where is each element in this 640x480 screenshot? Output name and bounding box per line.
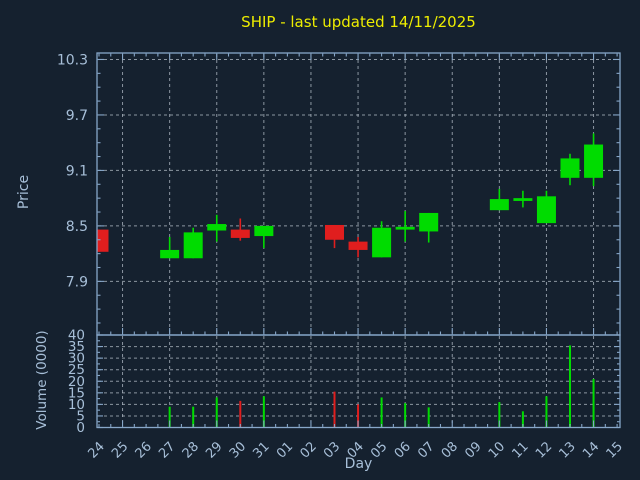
volume-axis-title: Volume (0000) <box>34 330 50 430</box>
volume-bar <box>404 403 407 428</box>
volume-bar <box>427 407 430 428</box>
candle-body <box>536 196 556 224</box>
price-tick-label: 7.9 <box>66 274 88 290</box>
volume-tick-label: 0 <box>76 420 85 436</box>
chart-title: SHIP - last updated 14/11/2025 <box>241 13 476 31</box>
candle-body <box>97 229 109 252</box>
volume-tick-label: 20 <box>68 374 85 390</box>
candle-body <box>254 225 274 237</box>
candle-body <box>348 241 368 250</box>
volume-tick-label: 25 <box>68 362 85 378</box>
candle-body <box>584 144 604 178</box>
volume-bar <box>592 378 595 428</box>
candle-series <box>97 133 604 259</box>
volume-bar <box>521 411 524 428</box>
volume-bar <box>333 391 336 428</box>
candle-body <box>560 158 580 178</box>
volume-bar <box>569 345 571 428</box>
price-tick-label: 9.1 <box>66 163 88 179</box>
price-tick-label: 9.7 <box>66 108 88 124</box>
volume-bar <box>168 406 171 428</box>
candle-body <box>325 224 344 240</box>
volume-tick-label: 35 <box>68 339 85 355</box>
candle-body <box>183 232 203 259</box>
candle-body <box>207 224 227 231</box>
volume-panel-border <box>96 334 621 429</box>
price-tick-label: 10.3 <box>57 52 88 68</box>
volume-tick-label: 10 <box>68 397 85 413</box>
candle-body <box>419 212 439 232</box>
volume-tick-label: 40 <box>68 328 85 344</box>
volume-bar <box>545 396 548 428</box>
volume-tick-label: 5 <box>76 408 85 424</box>
volume-bar <box>498 402 501 428</box>
x-axis-title: Day <box>344 456 373 472</box>
volume-bar <box>357 404 360 428</box>
volume-bar <box>239 400 242 428</box>
candle-body <box>513 198 533 201</box>
price-axis-title: Price <box>16 174 32 210</box>
candle-body <box>489 199 509 211</box>
volume-bar <box>380 397 383 428</box>
volume-bar <box>215 397 218 428</box>
candle-body <box>395 226 415 230</box>
price-tick-label: 8.5 <box>66 219 88 235</box>
candle-body <box>372 227 392 258</box>
candle-body <box>160 249 180 259</box>
volume-bar <box>192 406 195 428</box>
volume-bar <box>262 396 265 428</box>
volume-tick-label: 30 <box>68 351 85 367</box>
volume-tick-label: 15 <box>68 385 85 401</box>
candle-body <box>230 229 250 238</box>
